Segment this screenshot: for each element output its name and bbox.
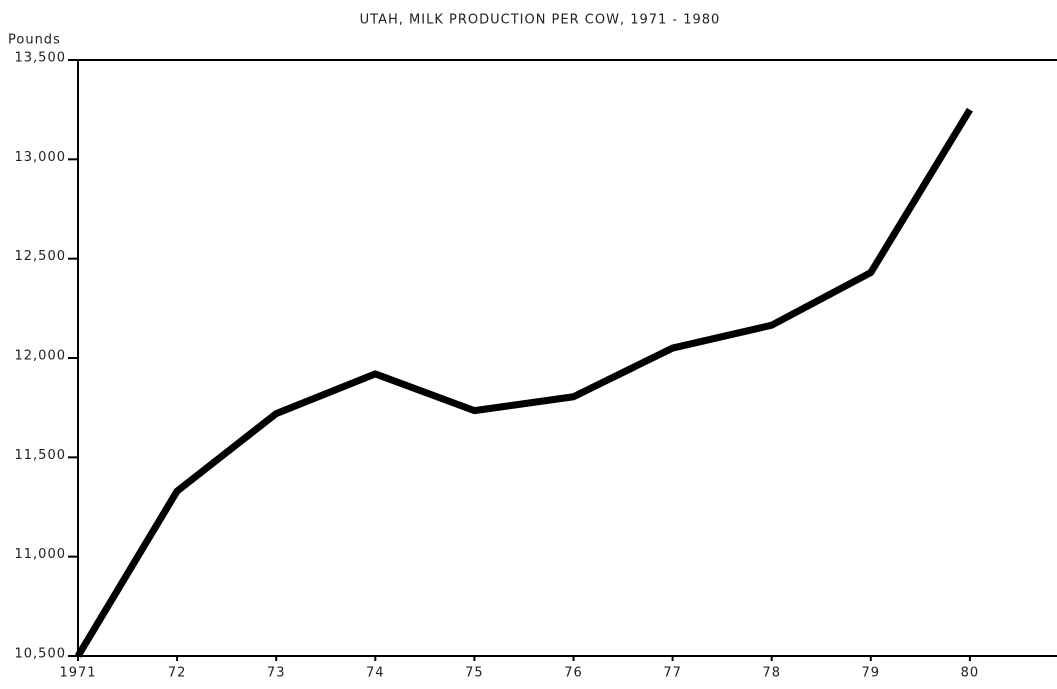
x-tick-label: 74 bbox=[366, 666, 385, 681]
x-tick-label: 79 bbox=[862, 666, 881, 681]
y-tick-label: 10,500 bbox=[15, 647, 67, 662]
y-axis-label: Pounds bbox=[8, 33, 61, 48]
x-tick-label: 72 bbox=[168, 666, 187, 681]
x-tick-label: 75 bbox=[465, 666, 484, 681]
data-line bbox=[75, 107, 973, 658]
x-tick-label: 78 bbox=[762, 666, 781, 681]
x-tick-label: 73 bbox=[267, 666, 286, 681]
x-tick-label: 1971 bbox=[59, 666, 96, 681]
y-tick-label: 13,000 bbox=[15, 150, 67, 165]
x-tick-label: 77 bbox=[663, 666, 682, 681]
y-tick-label: 12,000 bbox=[15, 349, 67, 364]
y-tick-label: 11,500 bbox=[15, 448, 67, 463]
chart-title: UTAH, MILK PRODUCTION PER COW, 1971 - 19… bbox=[360, 13, 721, 28]
y-tick-label: 12,500 bbox=[15, 249, 67, 264]
x-tick-label: 76 bbox=[564, 666, 583, 681]
y-tick-label: 13,500 bbox=[15, 51, 67, 66]
x-tick-label: 80 bbox=[961, 666, 980, 681]
y-tick-label: 11,000 bbox=[15, 547, 67, 562]
